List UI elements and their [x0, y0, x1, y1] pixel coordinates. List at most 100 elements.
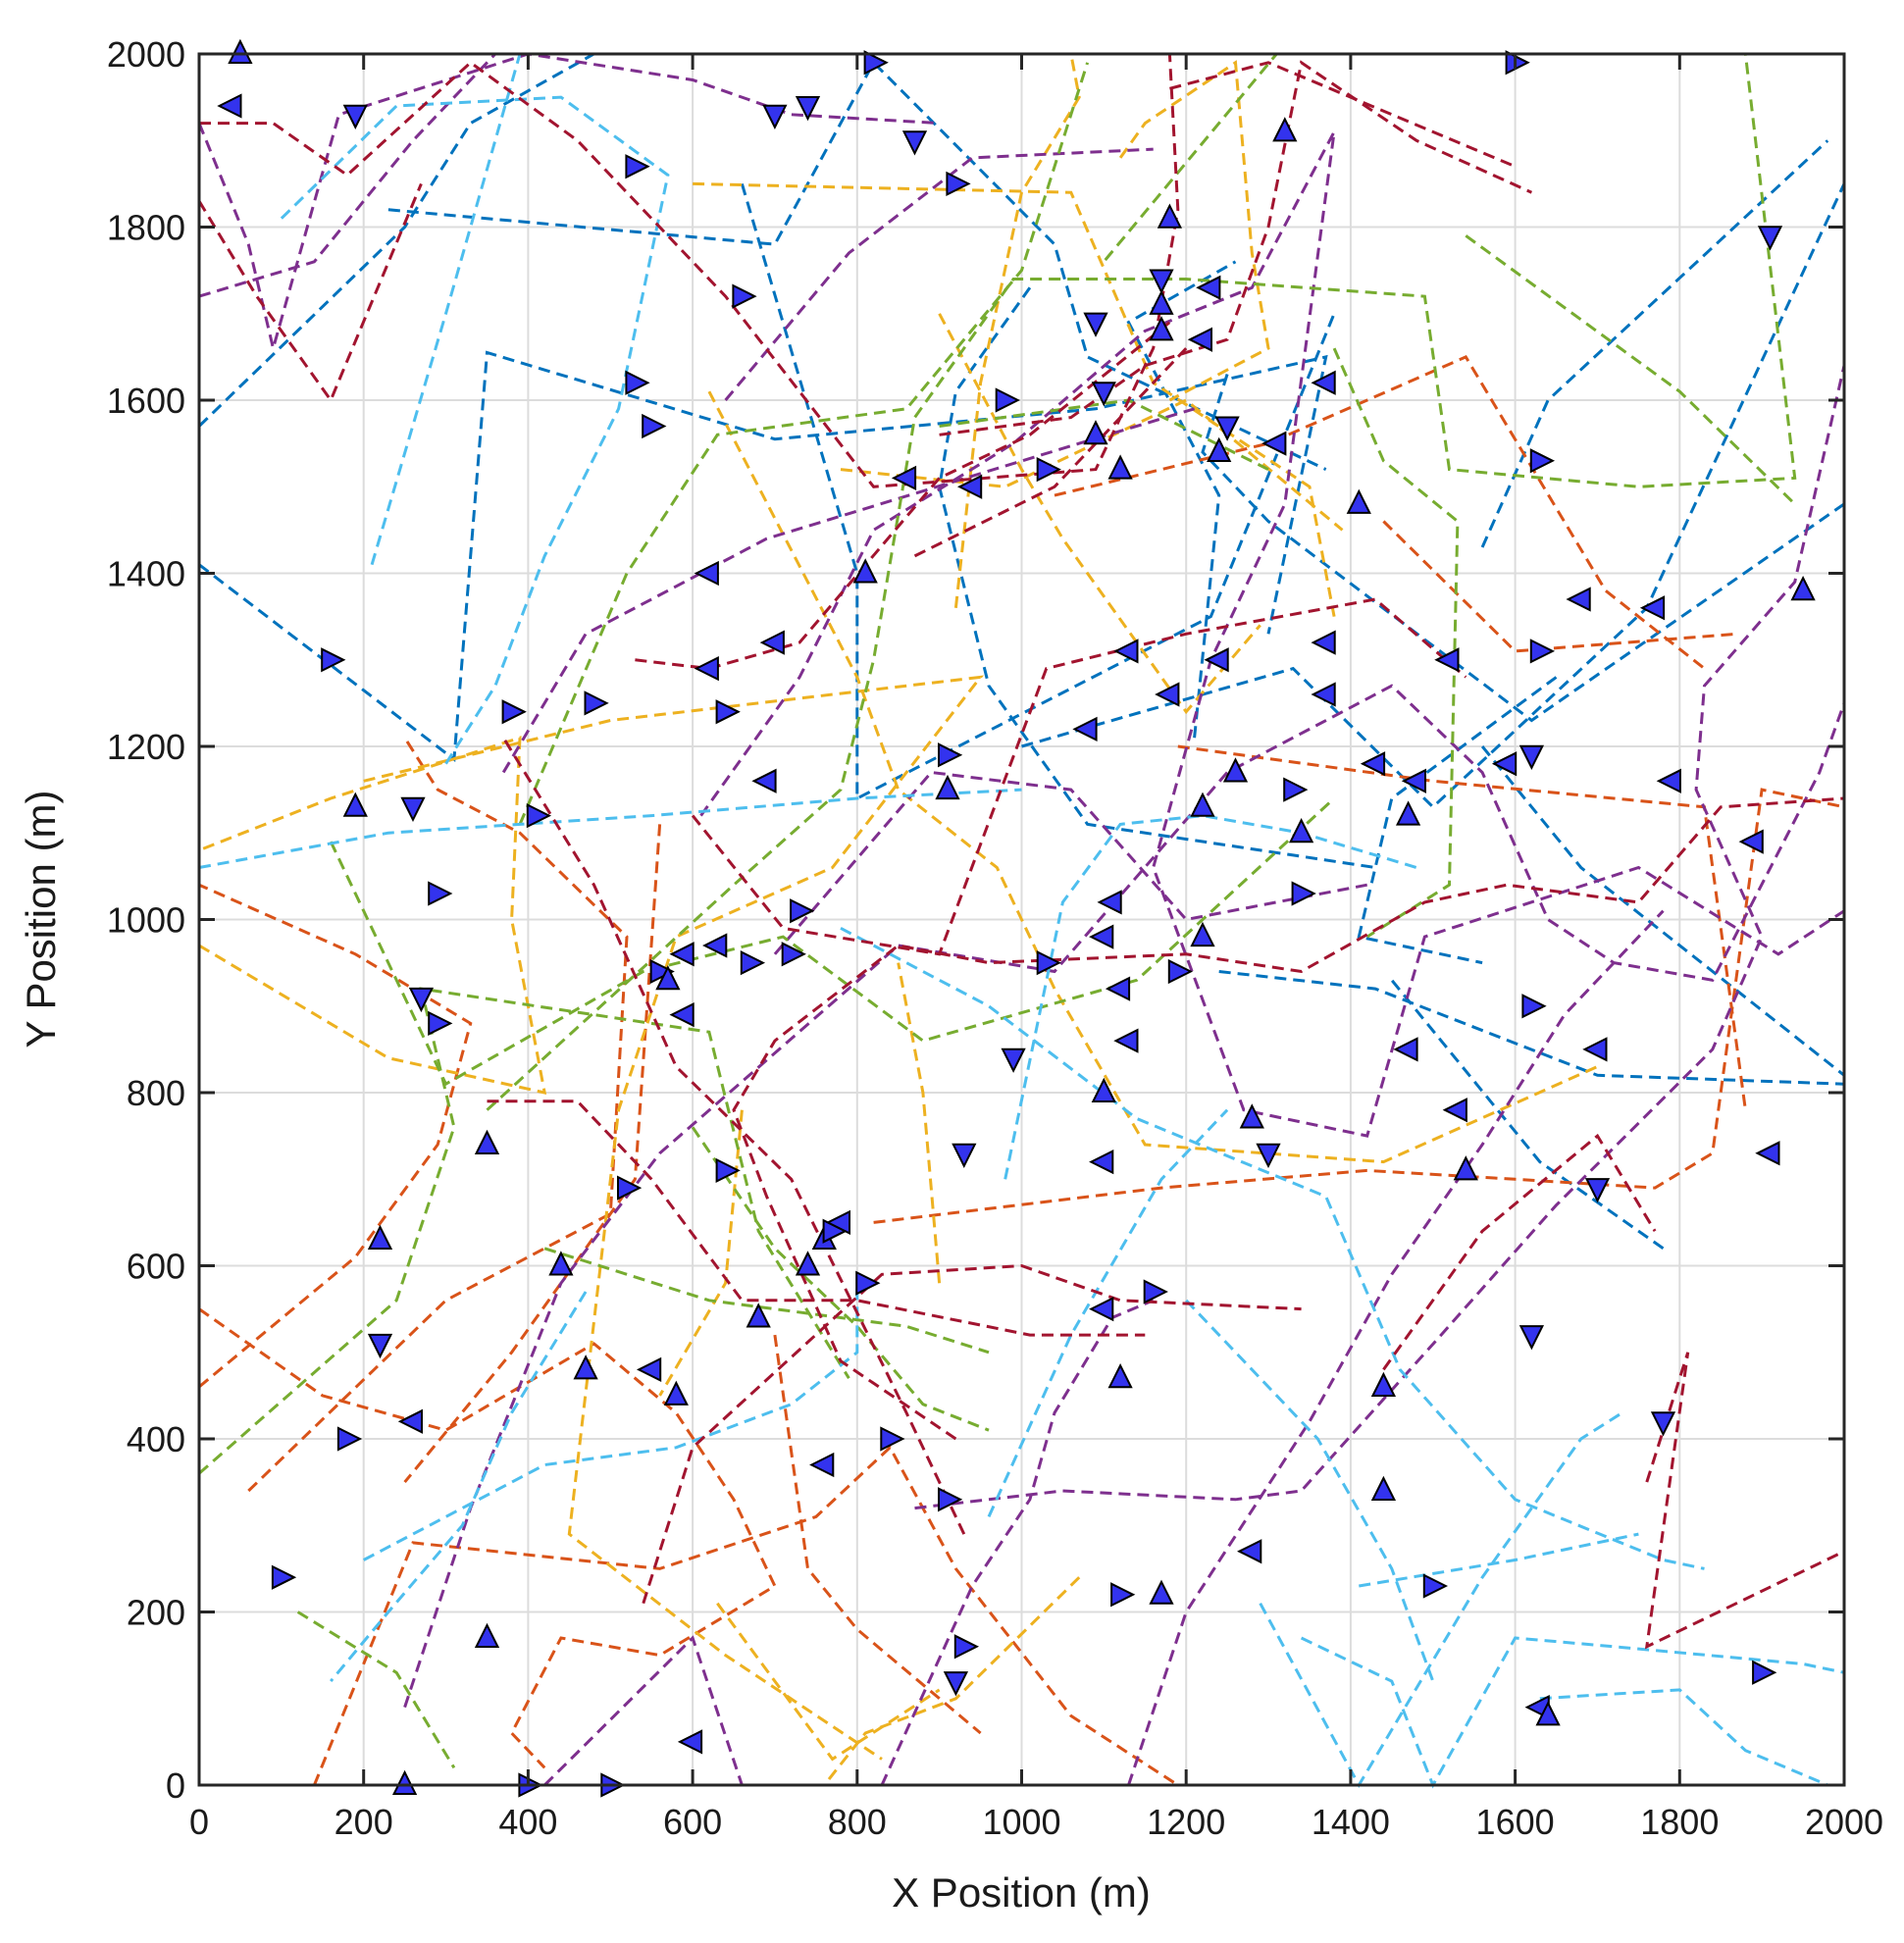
x-tick-label: 0	[189, 1802, 209, 1842]
node-marker	[1518, 744, 1545, 771]
trajectory-line	[1003, 814, 1417, 1180]
node-marker	[943, 1671, 969, 1697]
node-marker	[663, 1380, 689, 1406]
node-marker	[1283, 777, 1309, 802]
node-marker	[1207, 436, 1232, 462]
x-tick-label: 200	[334, 1802, 393, 1842]
y-tick-label: 1800	[107, 208, 185, 248]
node-marker	[1222, 757, 1249, 783]
node-marker	[677, 1729, 703, 1755]
trajectory-line	[938, 313, 1261, 715]
node-marker	[1091, 1077, 1116, 1102]
node-marker	[1535, 1701, 1561, 1726]
node-marker	[625, 154, 650, 179]
node-marker	[1149, 269, 1174, 294]
node-marker	[715, 699, 741, 725]
trajectory-line	[699, 130, 1845, 1138]
y-tick-label: 200	[127, 1593, 185, 1633]
node-marker	[408, 987, 435, 1013]
trajectory-line	[953, 53, 1081, 608]
node-marker	[694, 655, 719, 682]
node-marker	[367, 1224, 393, 1250]
node-marker	[1291, 881, 1316, 906]
node-marker	[336, 1426, 363, 1452]
trajectory-line	[1259, 1411, 1623, 1789]
trajectory-line	[197, 182, 423, 404]
x-tick-label: 400	[498, 1802, 557, 1842]
node-marker	[1346, 488, 1371, 514]
node-marker	[669, 942, 695, 967]
node-marker	[935, 774, 960, 800]
x-tick-label: 1000	[982, 1802, 1060, 1842]
trajectory-line	[501, 407, 1196, 774]
node-marker	[1529, 448, 1556, 474]
trajectory-line	[198, 52, 496, 298]
node-marker	[740, 949, 766, 976]
node-marker	[1790, 575, 1816, 601]
trajectory-line	[501, 737, 966, 1535]
x-tick-label: 1400	[1312, 1802, 1390, 1842]
node-marker	[1401, 768, 1426, 793]
node-marker	[809, 1452, 835, 1478]
node-marker	[1529, 639, 1556, 664]
trajectory-line	[691, 1126, 990, 1432]
node-marker	[795, 1251, 821, 1276]
trajectory-line	[987, 1108, 1229, 1518]
node-marker	[1089, 924, 1114, 949]
y-tick-label: 600	[127, 1247, 185, 1287]
node-marker	[474, 1622, 500, 1648]
node-marker	[1091, 382, 1116, 407]
node-marker	[1196, 275, 1221, 300]
node-marker	[1157, 203, 1183, 229]
node-marker	[1149, 316, 1174, 341]
trajectory-line	[823, 1576, 1081, 1786]
x-tick-label: 1600	[1476, 1802, 1555, 1842]
trajectory-line	[198, 883, 473, 1389]
node-marker	[526, 802, 552, 829]
node-marker	[1434, 647, 1460, 673]
trajectory-line	[732, 796, 1845, 1441]
node-marker	[1105, 976, 1131, 1001]
node-marker	[1453, 1155, 1478, 1181]
node-marker	[880, 1426, 905, 1452]
trajectory-line	[1054, 354, 1706, 670]
trajectory-line	[486, 52, 1797, 1111]
node-marker	[400, 796, 426, 823]
trajectory-line	[1118, 60, 1270, 402]
y-tick-label: 800	[127, 1073, 185, 1113]
trajectory-line	[1357, 676, 1558, 965]
node-marker	[1204, 647, 1229, 673]
node-marker	[751, 768, 777, 793]
node-marker	[1505, 50, 1530, 76]
node-marker	[863, 50, 889, 76]
node-marker	[1001, 1048, 1026, 1073]
trajectory-line	[1169, 61, 1517, 169]
node-marker	[1167, 958, 1194, 985]
trajectory-line	[1359, 1532, 1639, 1588]
node-marker	[474, 1129, 500, 1154]
node-marker	[669, 1001, 695, 1028]
trajectory-line	[740, 182, 1336, 801]
trajectory-line	[1300, 1636, 1845, 1789]
node-marker	[1113, 1028, 1139, 1053]
node-marker	[1656, 768, 1681, 793]
node-marker	[938, 742, 963, 768]
trajectory-line	[1465, 234, 1796, 505]
node-marker	[953, 1634, 980, 1660]
node-marker	[781, 942, 806, 967]
y-tick-label: 2000	[107, 34, 185, 75]
trajectory-line	[370, 52, 643, 566]
node-marker	[715, 1157, 741, 1184]
node-marker	[321, 647, 346, 673]
node-marker	[1149, 1579, 1174, 1605]
trajectory-line	[658, 1109, 744, 1397]
node-marker	[795, 96, 821, 122]
node-marker	[1738, 829, 1764, 854]
node-marker	[1360, 751, 1386, 777]
node-marker	[1113, 639, 1139, 664]
node-marker	[891, 465, 917, 491]
node-marker	[397, 1408, 423, 1434]
node-marker	[1187, 327, 1212, 352]
node-marker	[1097, 890, 1122, 915]
trajectory-line	[387, 60, 1327, 471]
